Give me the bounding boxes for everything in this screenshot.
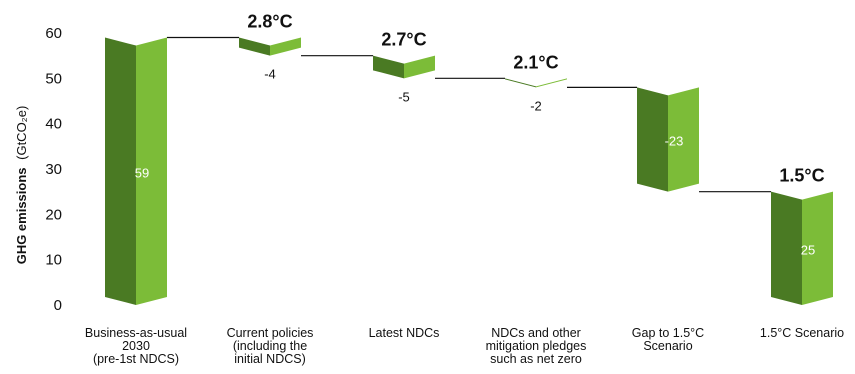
y-tick-label: 10	[45, 252, 62, 269]
y-tick-label: 20	[45, 206, 62, 223]
bar-value-label: 25	[801, 242, 815, 257]
bar-left-face	[239, 37, 270, 56]
bar-right-face	[270, 37, 301, 56]
bar	[505, 78, 567, 88]
bar-right-face	[668, 87, 699, 192]
category-label: 1.5°C Scenario	[760, 326, 844, 340]
value-labels: 59 -4 2.8°C -5 2.7°C -2 2.1°C -23 25 1.5°C	[135, 12, 825, 258]
bar-value-label: -4	[264, 67, 276, 82]
y-axis-label: GHG emissions (GtCO₂e)	[14, 106, 29, 265]
category-label: Latest NDCs	[369, 326, 440, 340]
svg-text:GHG emissions (GtCO₂e): GHG emissions (GtCO₂e)	[14, 106, 29, 265]
temperature-label: 2.7°C	[381, 30, 426, 50]
bar-left-face	[373, 55, 404, 79]
temperature-label: 2.1°C	[513, 52, 558, 72]
bars	[105, 37, 833, 306]
category-label: Current policies (including the initial ND…	[227, 326, 314, 366]
bar	[239, 37, 301, 56]
bar	[105, 37, 167, 306]
temperature-label: 2.8°C	[247, 12, 292, 32]
category-labels: Business-as-usual 2030 (pre-1st NDCS) Curre…	[85, 326, 844, 366]
category-label: NDCs and other mitigation pledges such as …	[486, 326, 587, 366]
bar-right-face	[404, 55, 435, 79]
bar-right-face	[136, 37, 167, 306]
y-axis-ticks: 0 10 20 30 40 50 60	[45, 25, 62, 314]
y-axis-title: GHG emissions	[14, 167, 29, 264]
bar-left-face	[105, 37, 136, 306]
temperature-label: 1.5°C	[779, 166, 824, 186]
connector-lines	[167, 36, 771, 193]
y-tick-label: 30	[45, 161, 62, 178]
bar-left-face	[637, 87, 668, 192]
y-tick-label: 40	[45, 116, 62, 133]
bar-value-label: 59	[135, 165, 149, 180]
bar	[771, 191, 833, 305]
y-tick-label: 60	[45, 25, 62, 42]
category-label: Business-as-usual 2030 (pre-1st NDCS)	[85, 326, 187, 366]
category-label: Gap to 1.5°C Scenario	[632, 326, 704, 353]
bar	[637, 87, 699, 192]
bar-left-face	[505, 78, 536, 88]
y-tick-label: 50	[45, 70, 62, 87]
bar-left-face	[771, 191, 802, 305]
y-tick-label: 0	[54, 297, 62, 314]
bar	[373, 55, 435, 79]
bar-value-label: -5	[398, 89, 410, 104]
bar-right-face	[802, 191, 833, 305]
y-axis-unit: (GtCO₂e)	[14, 106, 29, 160]
bar-value-label: -23	[665, 134, 684, 149]
bar-right-face	[536, 78, 567, 88]
bar-value-label: -2	[530, 98, 542, 113]
